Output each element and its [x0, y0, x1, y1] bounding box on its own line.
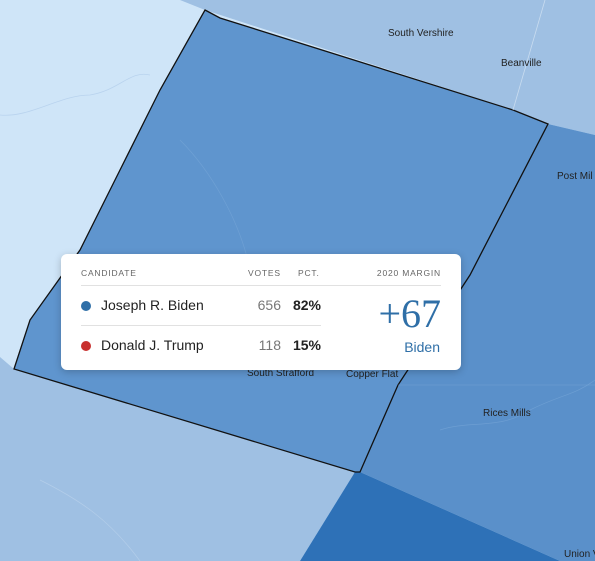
trump-dot-icon	[81, 341, 91, 351]
row-divider	[81, 325, 321, 326]
header-candidate: CANDIDATE	[81, 268, 137, 278]
county-north[interactable]	[180, 0, 595, 135]
candidate-name: Donald J. Trump	[101, 337, 204, 353]
candidate-row-biden: Joseph R. Biden 656 82%	[61, 294, 331, 318]
place-label-beanville: Beanville	[501, 58, 542, 69]
header-divider	[81, 285, 441, 286]
margin-value: +67	[378, 291, 441, 336]
candidate-votes: 656	[257, 297, 281, 313]
candidate-pct: 15%	[292, 337, 321, 353]
river-line	[0, 73, 151, 116]
candidate-name: Joseph R. Biden	[101, 297, 204, 313]
place-label-south-vershire: South Vershire	[388, 28, 454, 39]
place-label-copper-flat: Copper Flat	[346, 369, 399, 380]
river-line	[439, 379, 595, 431]
header-pct: PCT.	[298, 268, 320, 278]
place-label-rices-mills: Rices Mills	[483, 408, 531, 419]
boundary-line	[512, 0, 546, 111]
header-votes: VOTES	[248, 268, 281, 278]
river-line	[39, 479, 141, 561]
biden-dot-icon	[81, 301, 91, 311]
candidate-votes: 118	[258, 337, 281, 353]
county-east[interactable]	[360, 124, 595, 561]
margin-winner: Biden	[404, 339, 440, 355]
river-line	[179, 139, 251, 271]
candidate-pct: 82%	[292, 297, 321, 313]
county-south[interactable]	[300, 472, 560, 561]
place-label-union-village: Union V	[564, 549, 595, 560]
place-label-post-mills: Post Mil	[557, 171, 593, 182]
header-margin: 2020 MARGIN	[376, 268, 441, 278]
candidate-row-trump: Donald J. Trump 118 15%	[61, 334, 331, 358]
place-label-south-strafford: South Strafford	[247, 368, 315, 379]
county-southwest[interactable]	[0, 357, 355, 561]
results-tooltip: CANDIDATE VOTES PCT. 2020 MARGIN Joseph …	[61, 254, 461, 370]
